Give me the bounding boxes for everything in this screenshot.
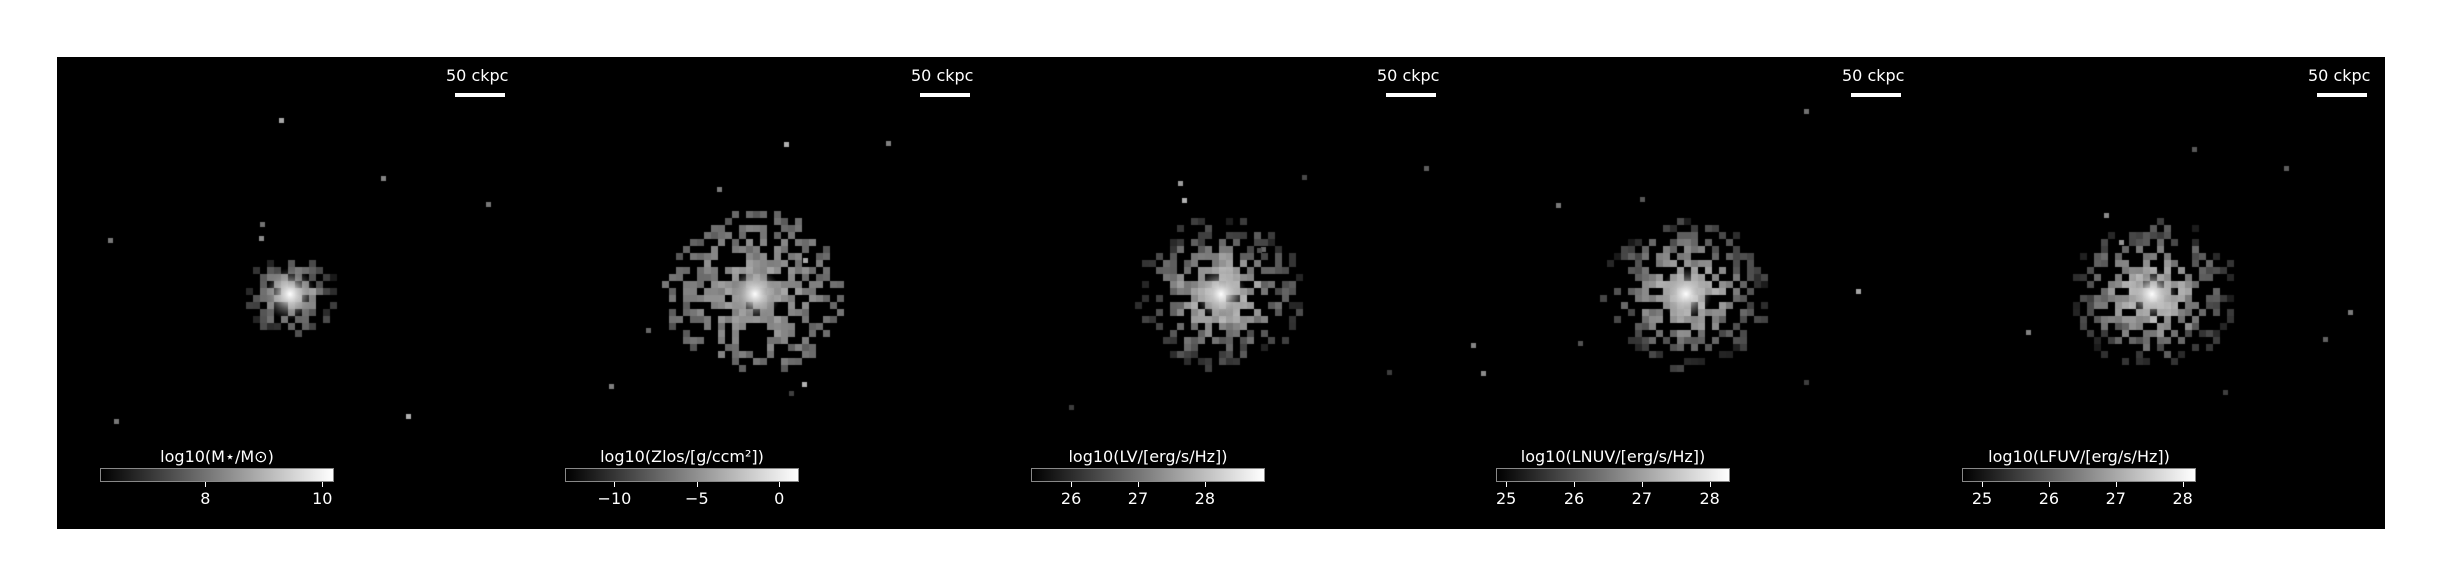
scale-bar	[1851, 93, 1901, 97]
image-panel: 50 ckpc log10(LV/[erg/s/Hz]) 26 27 28	[988, 57, 1454, 529]
colorbar-label: log10(LV/[erg/s/Hz])	[1068, 447, 1228, 466]
galaxy-image	[1453, 57, 1919, 529]
colorbar-tick-label: 28	[2172, 489, 2193, 508]
colorbar-label: log10(M⋆/M⊙)	[160, 447, 274, 466]
colorbar-tick-label: 27	[1631, 489, 1652, 508]
colorbar-tick-label: 25	[1495, 489, 1517, 508]
image-panel: 50 ckpc log10(LFUV/[erg/s/Hz]) 25 26 27 28	[1919, 57, 2385, 529]
colorbar-tick-label: 27	[2105, 489, 2126, 508]
scale-bar	[2317, 93, 2367, 97]
colorbar-tick	[2115, 482, 2117, 487]
colorbar-tick-label: 0	[774, 489, 785, 508]
colorbar-tick-label: 25	[1971, 489, 1993, 508]
scale-bar-label: 50 ckpc	[2308, 66, 2371, 85]
colorbar-tick-label: 26	[2038, 489, 2060, 508]
colorbar-label: log10(Zlos/[g/ccm²])	[600, 447, 764, 466]
colorbar-tick-label: 28	[1699, 489, 1720, 508]
colorbar-tick	[1641, 482, 1643, 487]
galaxy-image	[988, 57, 1454, 529]
colorbar-tick	[1204, 482, 1206, 487]
colorbar-tick	[1071, 482, 1073, 487]
colorbar-tick	[2182, 482, 2184, 487]
colorbar-tick	[1574, 482, 1575, 487]
colorbar-tick	[1137, 482, 1139, 487]
scale-bar	[920, 93, 970, 97]
galaxy-image	[1919, 57, 2385, 529]
colorbar-tick-label: 8	[200, 489, 211, 508]
colorbar-tick-label: 27	[1127, 489, 1149, 508]
colorbar-tick-label: −10	[597, 489, 632, 508]
colorbar-tick-label: 10	[312, 489, 333, 508]
colorbar-tick	[205, 482, 207, 487]
colorbar-tick	[1709, 482, 1711, 487]
colorbar-tick	[1506, 482, 1508, 487]
colorbar-tick	[779, 482, 781, 487]
image-panel: 50 ckpc log10(Zlos/[g/ccm²]) −10 −5 0	[522, 57, 988, 529]
scale-bar-label: 50 ckpc	[446, 66, 509, 85]
image-panel: 50 ckpc log10(LNUV/[erg/s/Hz]) 25 26 27 28	[1453, 57, 1919, 529]
colorbar	[1962, 468, 2196, 482]
colorbar-tick	[1982, 482, 1984, 487]
colorbar-tick-label: 26	[1563, 489, 1585, 508]
scale-bar	[455, 93, 505, 97]
scale-bar-label: 50 ckpc	[911, 66, 974, 85]
galaxy-image	[522, 57, 988, 529]
image-panel: 50 ckpc log10(M⋆/M⊙) 8 10	[57, 57, 523, 529]
colorbar	[1496, 468, 1730, 482]
colorbar-tick	[614, 482, 616, 487]
scale-bar-label: 50 ckpc	[1377, 66, 1440, 85]
scale-bar-label: 50 ckpc	[1842, 66, 1905, 85]
colorbar-tick	[696, 482, 698, 487]
colorbar-tick-label: 26	[1060, 489, 1082, 508]
colorbar-tick-label: 28	[1194, 489, 1216, 508]
galaxy-image	[57, 57, 523, 529]
scale-bar	[1386, 93, 1436, 97]
colorbar-label: log10(LFUV/[erg/s/Hz])	[1988, 447, 2170, 466]
colorbar-tick	[2048, 482, 2050, 487]
colorbar-tick-label: −5	[685, 489, 709, 508]
colorbar	[565, 468, 799, 482]
colorbar	[100, 468, 334, 482]
colorbar-tick	[322, 482, 324, 487]
colorbar	[1031, 468, 1265, 482]
colorbar-label: log10(LNUV/[erg/s/Hz])	[1520, 447, 1706, 466]
